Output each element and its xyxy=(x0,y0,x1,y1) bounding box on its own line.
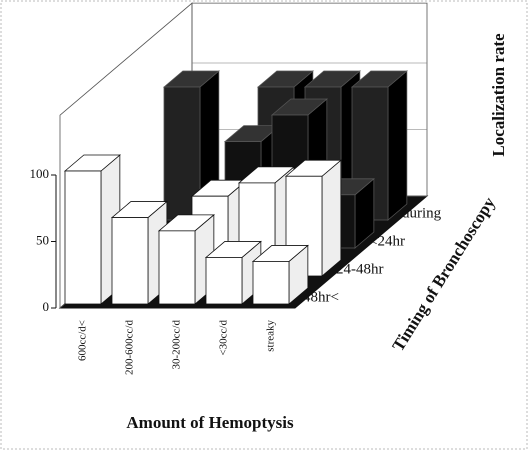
x-tick-label: 600cc/d< xyxy=(77,320,89,361)
legend-label: 24-48hr xyxy=(336,261,384,277)
bar xyxy=(110,200,168,305)
y-tick-label: 100 xyxy=(30,166,50,181)
bar-front xyxy=(158,230,196,305)
x-tick-label: <30cc/d xyxy=(218,320,230,356)
bar-side xyxy=(387,70,408,221)
x-axis-title: Amount of Hemoptysis xyxy=(126,413,294,432)
x-tick-label: streaky xyxy=(265,320,277,352)
bar-front xyxy=(64,170,102,305)
bar-front xyxy=(205,257,243,305)
x-tick-label: 200-600cc/d xyxy=(124,320,136,375)
bar-front xyxy=(163,86,201,221)
bar xyxy=(157,213,215,305)
bar-front xyxy=(111,217,149,305)
bar-front xyxy=(252,261,290,305)
y-tick-label: 0 xyxy=(43,299,50,314)
x-tick-label: 30-200cc/d xyxy=(171,320,183,370)
legend-label: 48hr< xyxy=(303,289,339,305)
legend-label: during xyxy=(402,205,442,221)
y-tick-label: 50 xyxy=(36,232,49,247)
bar-side xyxy=(321,159,342,277)
bar xyxy=(251,244,309,305)
legend-label: <24hr xyxy=(369,233,405,249)
y-axis-title: Localization rate xyxy=(489,33,508,157)
bar xyxy=(284,159,342,277)
